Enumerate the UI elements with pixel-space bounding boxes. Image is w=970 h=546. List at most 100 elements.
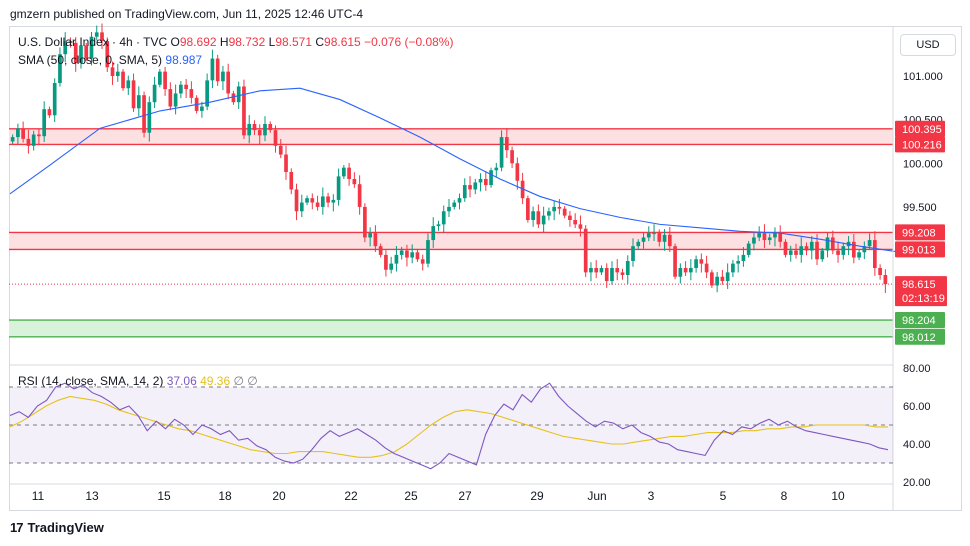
candle-body	[63, 41, 68, 55]
footer-brand[interactable]: 17 TradingView	[10, 520, 104, 535]
change-value: −0.076 (−0.08%)	[364, 35, 454, 49]
candle-body	[631, 246, 635, 262]
zone-1	[9, 232, 893, 250]
candle-body	[420, 259, 425, 264]
candle-body	[441, 211, 446, 225]
zone-price-label: 99.013	[902, 244, 936, 256]
candle-body	[610, 268, 614, 282]
candle-body	[652, 233, 656, 235]
candle-body	[494, 167, 499, 171]
zone-price-label: 98.012	[902, 332, 936, 344]
time-tick-label: 22	[344, 489, 358, 503]
candle-body	[79, 45, 83, 63]
candle-body	[263, 124, 267, 136]
symbol-name: U.S. Dollar Index · 4h · TVC	[18, 35, 168, 49]
candle-body	[473, 182, 478, 190]
price-tick-label: 100.000	[903, 158, 943, 170]
rsi-line	[9, 382, 889, 470]
candle-body	[189, 89, 194, 98]
candle-body	[799, 246, 804, 255]
candle-body	[42, 109, 47, 137]
time-tick-label: 8	[781, 489, 788, 503]
candle-body	[215, 58, 220, 82]
candle-body	[173, 93, 178, 107]
candle-body	[783, 241, 788, 255]
candle-body	[815, 241, 819, 260]
candle-body	[242, 86, 246, 136]
candle-body	[851, 241, 856, 258]
candle-body	[142, 95, 146, 133]
candle-body	[89, 36, 94, 59]
candle-body	[299, 202, 304, 212]
candle-body	[163, 71, 167, 90]
candle-body	[284, 154, 288, 172]
candle-body	[678, 268, 683, 277]
low-value: 98.571	[275, 35, 313, 49]
candle-body	[357, 184, 362, 207]
rsi-sma-value: 49.36	[200, 374, 231, 388]
candle-body	[746, 243, 751, 255]
candle-body	[867, 240, 872, 247]
candle-body	[809, 241, 814, 251]
candle-body	[205, 80, 209, 107]
zone-2	[9, 320, 893, 337]
candle-body	[836, 250, 840, 255]
candle-body	[73, 42, 78, 63]
candle-body	[741, 254, 746, 262]
candle-body	[662, 234, 667, 242]
time-tick-label: 15	[157, 489, 171, 503]
zone-price-label: 100.395	[902, 124, 942, 136]
price-tick-label: 101.000	[903, 71, 943, 83]
candle-body	[310, 198, 315, 203]
rsi-label: RSI (14, close, SMA, 14, 2)	[18, 374, 164, 388]
candle-body	[363, 206, 367, 238]
candle-body	[136, 95, 141, 109]
candle-body	[683, 268, 688, 273]
candle-body	[184, 84, 188, 90]
candle-body	[152, 84, 157, 103]
brand-name: TradingView	[27, 520, 104, 535]
candle-body	[247, 124, 252, 136]
sma-line	[9, 87, 896, 252]
candle-body	[16, 128, 20, 138]
candle-body	[562, 208, 567, 216]
candle-body	[131, 80, 136, 109]
candle-body	[830, 237, 835, 251]
candle-body	[278, 145, 283, 155]
zone-price-tag	[895, 241, 945, 258]
time-tick-label: 29	[530, 489, 544, 503]
candle-body	[583, 228, 588, 273]
candle-body	[231, 93, 236, 103]
candle-body	[384, 254, 388, 270]
tradingview-logo-icon: 17	[10, 520, 24, 535]
candle-body	[689, 268, 693, 273]
candle-body	[510, 150, 514, 164]
candle-body	[541, 215, 546, 225]
candle-body	[825, 237, 830, 251]
candle-body	[778, 233, 783, 242]
candle-body	[599, 268, 604, 273]
rsi-tick-label: 20.00	[903, 477, 931, 489]
candle-body	[347, 167, 351, 179]
candle-body	[157, 71, 162, 85]
last-price-tag	[895, 276, 947, 307]
zone-price-tag	[895, 312, 945, 329]
candle-body	[110, 67, 115, 76]
candle-body	[426, 240, 430, 264]
candle-body	[767, 237, 772, 241]
candle-body	[615, 268, 620, 273]
candle-body	[641, 237, 646, 242]
candle-body	[568, 215, 572, 220]
zone-price-tag	[895, 328, 945, 345]
chart-frame	[9, 26, 962, 511]
currency-selector[interactable]: USD	[900, 34, 956, 56]
price-tick-label: 99.500	[903, 202, 937, 214]
time-tick-label: 25	[404, 489, 418, 503]
candle-body	[257, 130, 262, 136]
time-tick-label: 5	[720, 489, 727, 503]
time-tick-label: 10	[831, 489, 845, 503]
rsi-tick-label: 60.00	[903, 401, 931, 413]
candle-body	[52, 82, 57, 116]
